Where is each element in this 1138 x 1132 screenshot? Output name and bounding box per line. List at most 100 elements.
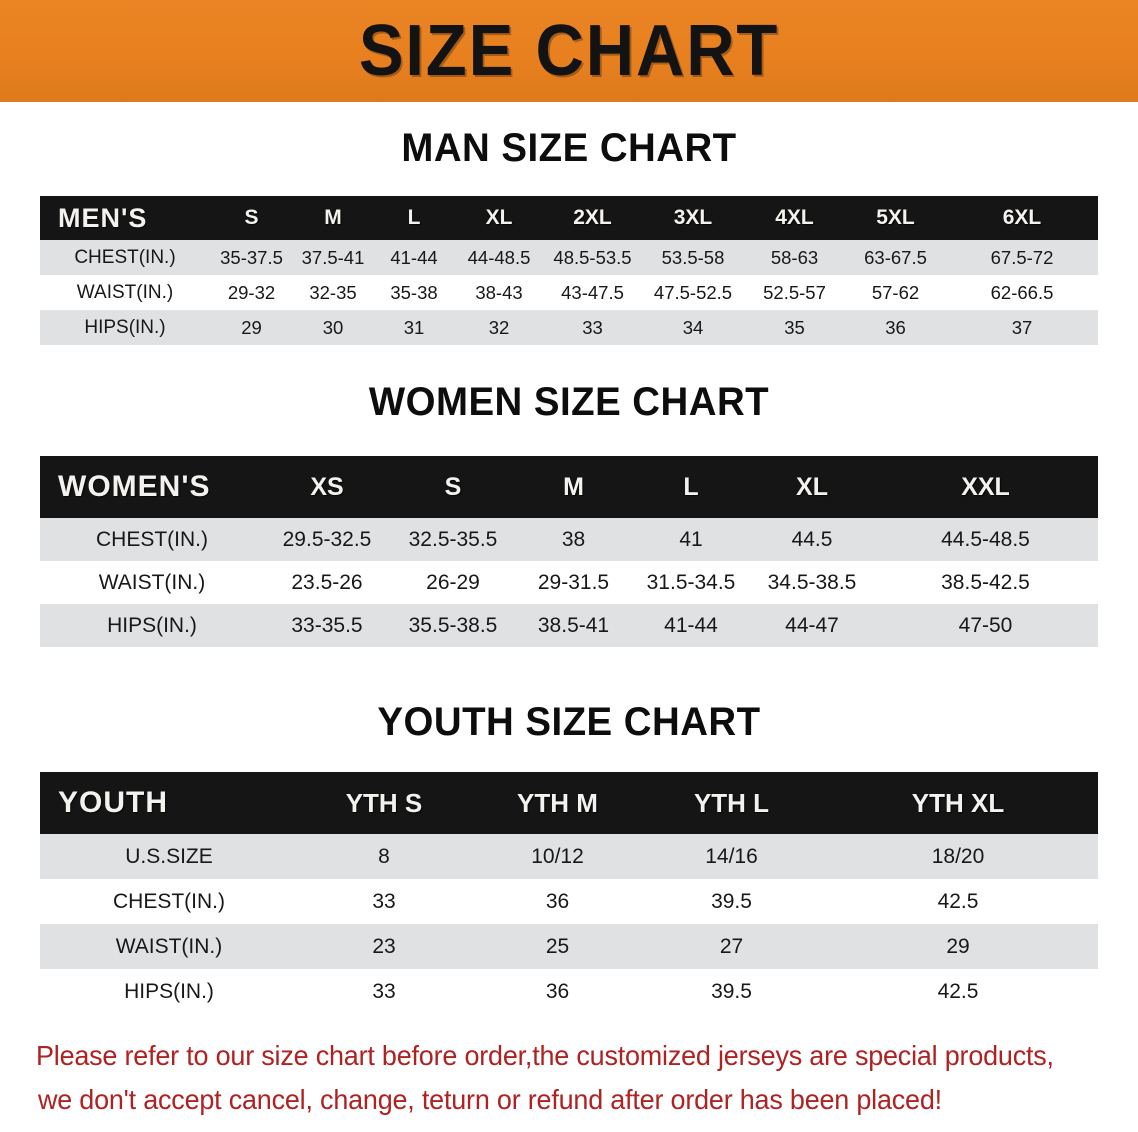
man-cell: 41-44 [390,246,438,268]
youth-cell: 39.5 [711,979,752,1003]
man-col-header: M [324,206,342,229]
women-cell: 23.5-26 [291,570,363,594]
page-banner: SIZE CHART [0,0,1138,102]
youth-cell: 33 [372,979,396,1003]
table-row: WAIST(IN.) 23.5-26 26-29 29-31.5 31.5-34… [40,561,1098,604]
women-row-label: WAIST(IN.) [98,570,206,594]
man-table-header-row: MEN'S S M L XL 2XL 3XL 4XL 5XL 6XL [40,196,1098,240]
women-size-table: WOMEN'S XS S M L XL XXL CHEST(IN.) 29.5-… [40,456,1098,647]
man-cell: 43-47.5 [561,281,624,303]
man-cell: 47.5-52.5 [653,281,733,303]
man-col-header: 6XL [1002,206,1042,229]
man-col-header: S [244,206,259,229]
youth-row-label: HIPS(IN.) [124,979,214,1003]
women-cell: 34.5-38.5 [767,570,857,594]
man-cell: 30 [322,316,344,338]
man-cell: 29 [241,316,262,338]
youth-cell: 42.5 [937,979,979,1003]
man-cell: 29-32 [227,281,276,303]
youth-col-header: YTH S [345,787,423,818]
youth-cell: 18/20 [931,844,985,868]
youth-col-header: YTH XL [911,787,1005,818]
youth-size-table: YOUTH YTH S YTH M YTH L YTH XL U.S.SIZE … [40,772,1098,1014]
man-cell: 37.5-41 [301,246,365,268]
man-cell: 35-38 [390,281,438,303]
table-row: HIPS(IN.) 29 30 31 32 33 34 35 36 37 [40,310,1098,345]
youth-cell: 39.5 [711,889,752,913]
table-row: CHEST(IN.) 33 36 39.5 42.5 [40,879,1098,924]
women-row-label: HIPS(IN.) [107,613,197,637]
man-cell: 48.5-53.5 [553,246,632,268]
youth-row-label: CHEST(IN.) [113,889,225,913]
youth-cell: 33 [372,889,396,913]
return-policy-line-2: we don't accept cancel, change, teturn o… [37,1084,942,1115]
women-cell: 29.5-32.5 [282,527,372,551]
youth-col-header: YTH L [693,787,770,818]
youth-cell: 10/12 [531,844,584,868]
table-row: CHEST(IN.) 29.5-32.5 32.5-35.5 38 41 44.… [40,518,1098,561]
youth-table-header-row: YOUTH YTH S YTH M YTH L YTH XL [40,772,1098,834]
man-cell: 36 [885,316,906,338]
man-col-header: 4XL [775,206,814,229]
women-cell: 41 [679,527,703,551]
youth-row-label: U.S.SIZE [125,844,213,868]
women-col-header: XL [796,472,828,501]
man-col-header: 3XL [673,206,713,229]
women-cell: 32.5-35.5 [408,527,498,551]
women-cell: 44-47 [785,613,839,637]
man-cell: 32 [488,316,510,338]
man-cell: 38-43 [475,281,523,303]
youth-section-title: YOUTH SIZE CHART [377,700,761,744]
man-cell: 57-62 [871,281,920,303]
table-row: CHEST(IN.) 35-37.5 37.5-41 41-44 44-48.5… [40,240,1098,275]
women-col-header: S [444,472,462,501]
man-cell: 53.5-58 [661,246,725,268]
man-cell: 58-63 [770,246,819,268]
man-row-label: HIPS(IN.) [84,316,166,338]
youth-cell: 29 [946,934,970,958]
man-cell: 62-66.5 [990,281,1054,303]
women-cell: 38.5-42.5 [941,570,1030,594]
women-col-header: M [563,472,584,501]
women-cell: 38.5-41 [537,613,610,637]
man-col-header: 2XL [573,206,612,229]
man-cell: 44-48.5 [467,246,531,268]
women-col-header: L [683,472,699,501]
man-cell: 37 [1011,316,1033,338]
youth-cell: 42.5 [937,889,979,913]
man-col-header: XL [485,206,513,229]
man-col-header: L [407,206,421,229]
return-policy-line-1: Please refer to our size chart before or… [36,1040,1054,1071]
youth-cell: 23 [372,934,396,958]
youth-cell: 25 [545,934,570,958]
youth-cell: 36 [545,979,570,1003]
women-col-header: XS [310,472,344,501]
women-corner-label: WOMEN'S [58,470,211,503]
man-row-label: WAIST(IN.) [76,281,174,303]
table-row: U.S.SIZE 8 10/12 14/16 18/20 [40,834,1098,879]
man-cell: 33 [582,316,603,338]
man-section-title: MAN SIZE CHART [401,126,737,170]
youth-col-header: YTH M [517,787,598,818]
man-cell: 52.5-57 [763,281,826,303]
women-cell: 47-50 [958,613,1013,637]
women-cell: 41-44 [664,613,718,637]
table-row: WAIST(IN.) 29-32 32-35 35-38 38-43 43-47… [40,275,1098,310]
man-cell: 35 [784,316,805,338]
man-cell: 67.5-72 [990,246,1054,268]
man-cell: 35-37.5 [220,246,283,268]
man-size-table: MEN'S S M L XL 2XL 3XL 4XL 5XL 6XL CHEST… [40,196,1098,345]
youth-cell: 36 [545,889,570,913]
man-cell: 32-35 [309,281,357,303]
youth-corner-label: YOUTH [58,786,168,819]
women-cell: 26-29 [426,570,480,594]
women-section-title: WOMEN SIZE CHART [368,380,770,424]
women-cell: 44.5-48.5 [941,527,1030,551]
youth-cell: 27 [719,934,744,958]
women-table-header-row: WOMEN'S XS S M L XL XXL [40,456,1098,518]
return-policy-note: Please refer to our size chart before or… [36,1034,1081,1122]
youth-cell: 8 [378,844,390,868]
man-cell: 31 [403,316,425,338]
women-cell: 35.5-38.5 [408,613,498,637]
man-cell: 63-67.5 [864,246,927,268]
